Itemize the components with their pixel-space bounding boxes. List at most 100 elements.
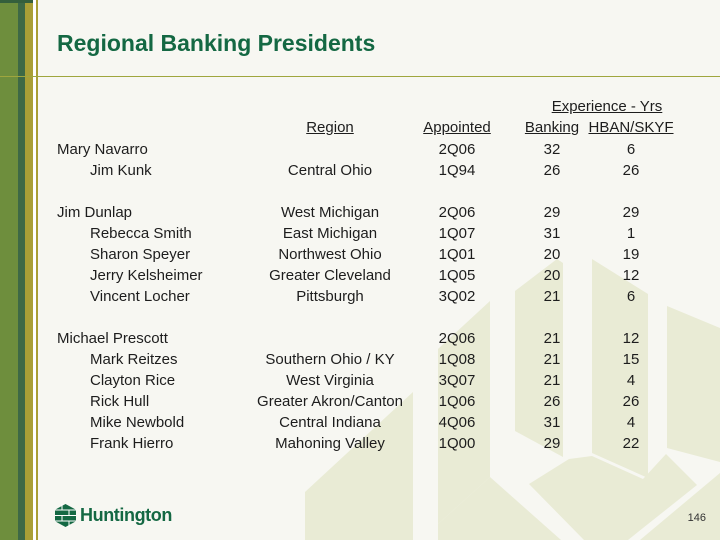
president-name: Clayton Rice — [90, 372, 176, 389]
president-name: Mark Reitzes — [90, 351, 178, 368]
table-row: Vincent Locher Pittsburgh 3Q02 21 6 — [0, 286, 720, 307]
region-value: Greater Cleveland — [269, 267, 391, 284]
appointed-value: 2Q06 — [438, 204, 476, 221]
stripe-dark-green — [18, 0, 25, 540]
banking-years: 20 — [543, 246, 561, 263]
table-row: Michael Prescott 2Q06 21 12 — [0, 328, 720, 349]
hban-skyf-years: 19 — [622, 246, 640, 263]
huntington-logo: Huntington — [55, 504, 172, 527]
table-row: Frank Hierro Mahoning Valley 1Q00 29 22 — [0, 433, 720, 454]
hban-skyf-years: 4 — [626, 414, 636, 431]
president-name: Mike Newbold — [90, 414, 185, 431]
region-value: East Michigan — [282, 225, 378, 242]
president-name: Jerry Kelsheimer — [90, 267, 203, 284]
column-header-hban-skyf: HBAN/SKYF — [588, 119, 674, 136]
hban-skyf-years: 6 — [626, 288, 636, 305]
page-title: Regional Banking Presidents — [57, 30, 376, 56]
president-name: Jim Kunk — [90, 162, 152, 179]
hban-skyf-years: 15 — [622, 351, 640, 368]
column-header-region: Region — [306, 119, 354, 136]
hban-skyf-years — [583, 307, 679, 328]
huntington-logo-text: Huntington — [80, 505, 172, 525]
region-value: West Virginia — [286, 372, 374, 389]
column-group-header-experience: Experience - Yrs — [551, 98, 663, 115]
hban-skyf-years: 26 — [622, 393, 640, 410]
region-value: Pittsburgh — [296, 288, 364, 305]
president-name: Mary Navarro — [57, 141, 148, 158]
table-row: Rebecca Smith East Michigan 1Q07 31 1 — [0, 223, 720, 244]
stripe-gold-thin — [36, 0, 38, 540]
banking-years: 20 — [543, 267, 561, 284]
appointed-value: 2Q06 — [438, 330, 476, 347]
column-header-banking: Banking — [524, 119, 580, 136]
banking-years: 31 — [543, 225, 561, 242]
table-row: Rick Hull Greater Akron/Canton 1Q06 26 2… — [0, 391, 720, 412]
table-row: Sharon Speyer Northwest Ohio 1Q01 20 19 — [0, 244, 720, 265]
hban-skyf-years: 4 — [626, 372, 636, 389]
appointed-value: 1Q00 — [438, 435, 476, 452]
region-value: Central Ohio — [287, 162, 373, 179]
column-header-appointed: Appointed — [423, 119, 491, 136]
president-name: Michael Prescott — [57, 330, 168, 347]
region-value: Northwest Ohio — [278, 246, 382, 263]
appointed-value: 1Q94 — [438, 162, 476, 179]
stripe-green — [0, 0, 18, 540]
table-row — [0, 181, 720, 202]
hban-skyf-years: 6 — [626, 141, 636, 158]
appointed-value: 2Q06 — [438, 141, 476, 158]
appointed-value: 3Q07 — [438, 372, 476, 389]
huntington-honeycomb-icon — [55, 504, 76, 527]
appointed-value — [409, 181, 505, 202]
hban-skyf-years: 29 — [622, 204, 640, 221]
banking-years: 29 — [543, 204, 561, 221]
banking-years: 26 — [543, 393, 561, 410]
hban-skyf-years: 12 — [622, 330, 640, 347]
president-name: Sharon Speyer — [90, 246, 191, 263]
table-row: Mike Newbold Central Indiana 4Q06 31 4 — [0, 412, 720, 433]
table-row: Jim Kunk Central Ohio 1Q94 26 26 — [0, 160, 720, 181]
president-name: Frank Hierro — [90, 435, 174, 452]
banking-years: 21 — [543, 288, 561, 305]
appointed-value: 1Q06 — [438, 393, 476, 410]
table-row — [0, 307, 720, 328]
table-row: Mary Navarro 2Q06 32 6 — [0, 139, 720, 160]
appointed-value: 1Q07 — [438, 225, 476, 242]
hban-skyf-years: 1 — [626, 225, 636, 242]
region-value: West Michigan — [280, 204, 380, 221]
president-name: Jim Dunlap — [57, 204, 133, 221]
region-value: Greater Akron/Canton — [257, 393, 403, 410]
banking-years: 32 — [543, 141, 561, 158]
appointed-value: 1Q05 — [438, 267, 476, 284]
president-name: Rick Hull — [90, 393, 150, 410]
table-row: Jerry Kelsheimer Greater Cleveland 1Q05 … — [0, 265, 720, 286]
table-row: Mark Reitzes Southern Ohio / KY 1Q08 21 … — [0, 349, 720, 370]
stripe-gold — [25, 0, 33, 540]
region-value: Mahoning Valley — [275, 435, 385, 452]
president-name: Rebecca Smith — [90, 225, 192, 242]
appointed-value — [409, 307, 505, 328]
banking-years: 29 — [543, 435, 561, 452]
table-row: Jim Dunlap West Michigan 2Q06 29 29 — [0, 202, 720, 223]
title-divider-line — [0, 76, 720, 77]
hban-skyf-years: 26 — [622, 162, 640, 179]
banking-years: 31 — [543, 414, 561, 431]
table-row: Clayton Rice West Virginia 3Q07 21 4 — [0, 370, 720, 391]
appointed-value: 1Q08 — [438, 351, 476, 368]
appointed-value: 4Q06 — [438, 414, 476, 431]
hban-skyf-years — [583, 181, 679, 202]
region-value: Central Indiana — [279, 414, 381, 431]
hban-skyf-years: 12 — [622, 267, 640, 284]
stripe-top-cap — [0, 0, 33, 3]
banking-years: 21 — [543, 351, 561, 368]
president-name: Vincent Locher — [90, 288, 190, 305]
hban-skyf-years: 22 — [622, 435, 640, 452]
stripe-white — [33, 0, 36, 540]
banking-years: 26 — [543, 162, 561, 179]
appointed-value: 1Q01 — [438, 246, 476, 263]
page-number: 146 — [687, 512, 706, 524]
appointed-value: 3Q02 — [438, 288, 476, 305]
banking-years: 21 — [543, 330, 561, 347]
region-value: Southern Ohio / KY — [265, 351, 395, 368]
